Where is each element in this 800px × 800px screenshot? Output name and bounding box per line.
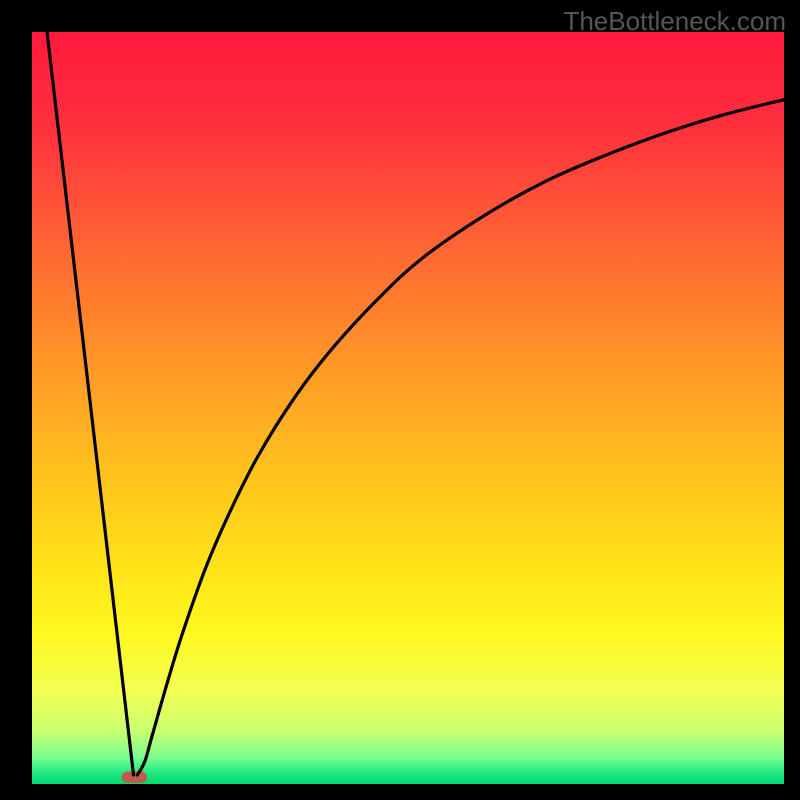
chart-frame: TheBottleneck.com xyxy=(0,0,800,800)
plot-svg xyxy=(32,32,784,784)
plot-background xyxy=(32,32,784,784)
plot-area xyxy=(32,32,784,784)
